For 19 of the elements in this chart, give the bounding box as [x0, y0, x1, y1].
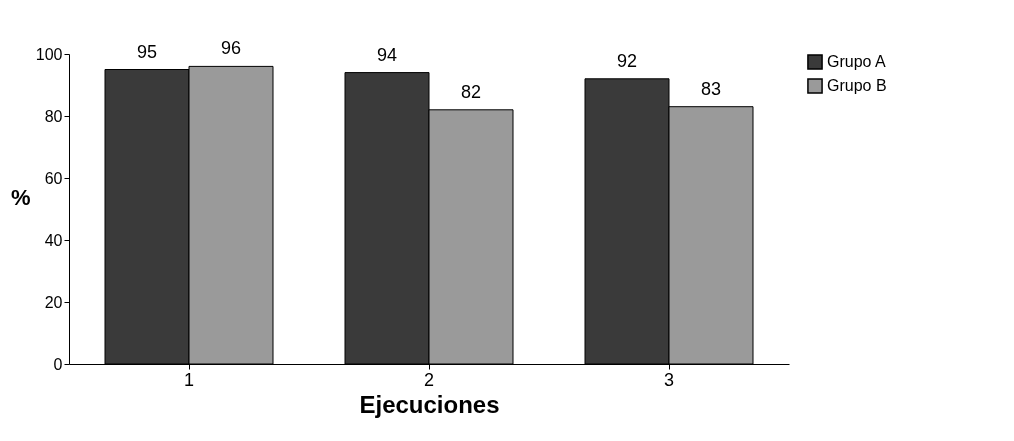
data-label: 82: [460, 81, 482, 102]
data-label: 95: [136, 41, 158, 62]
data-label: 94: [376, 44, 398, 65]
x-axis-title: Ejecuciones: [359, 390, 500, 418]
x-tick-label: 3: [663, 369, 675, 390]
y-tick-label: 20: [44, 293, 63, 311]
legend-label: Grupo A: [827, 53, 887, 70]
y-tick-label: 60: [44, 169, 63, 187]
y-tick-label: 80: [44, 107, 63, 125]
legend-label: Grupo B: [827, 77, 887, 94]
x-tick-label: 1: [183, 369, 195, 390]
y-tick-label: 40: [44, 231, 63, 249]
y-axis-title: %: [11, 184, 31, 210]
x-tick-label: 2: [423, 369, 435, 390]
data-label: 92: [616, 50, 638, 71]
y-tick-label: 100: [35, 45, 63, 63]
y-tick-label: 0: [53, 355, 63, 373]
data-label: 83: [700, 78, 722, 99]
data-label: 96: [220, 38, 242, 59]
